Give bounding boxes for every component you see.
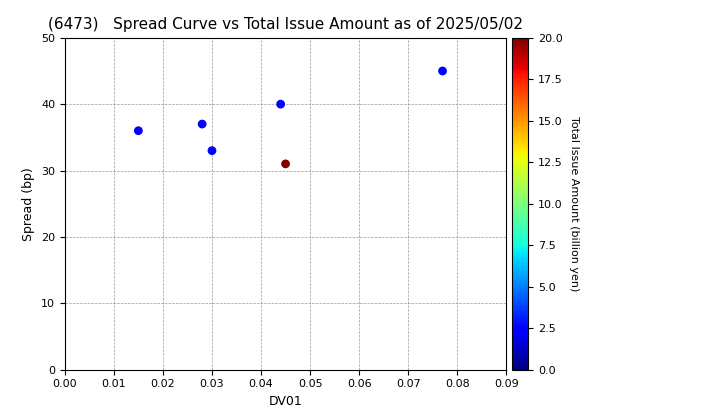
Title: (6473)   Spread Curve vs Total Issue Amount as of 2025/05/02: (6473) Spread Curve vs Total Issue Amoun… bbox=[48, 18, 523, 32]
Point bbox=[275, 101, 287, 108]
X-axis label: DV01: DV01 bbox=[269, 395, 302, 408]
Point bbox=[206, 147, 217, 154]
Y-axis label: Spread (bp): Spread (bp) bbox=[22, 167, 35, 241]
Point bbox=[197, 121, 208, 127]
Point bbox=[437, 68, 449, 74]
Point bbox=[280, 160, 292, 167]
Y-axis label: Total Issue Amount (billion yen): Total Issue Amount (billion yen) bbox=[570, 116, 580, 291]
Point bbox=[132, 127, 144, 134]
